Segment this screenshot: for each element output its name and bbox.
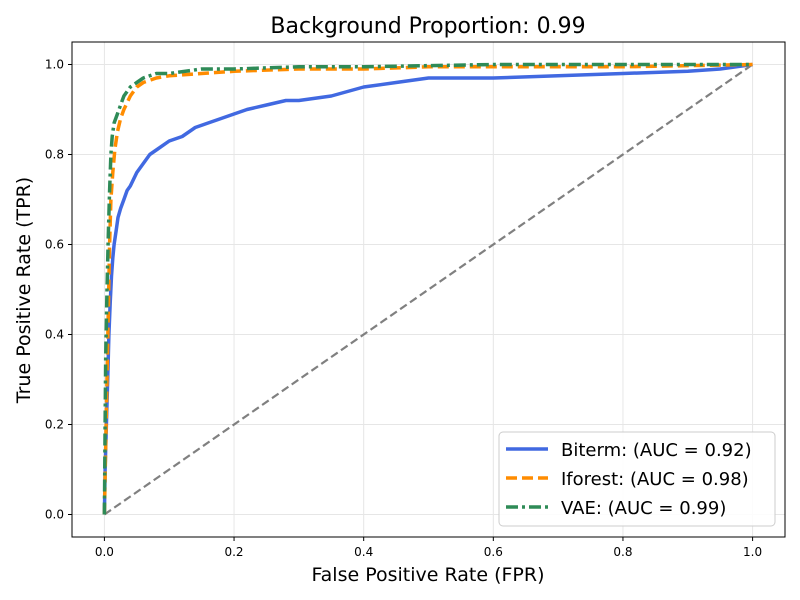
y-tick-label: 1.0 [45,58,64,72]
y-axis-label: True Positive Rate (TPR) [13,177,35,404]
x-tick-label: 0.0 [95,545,114,559]
series-layer [102,62,754,516]
series-line-vae [102,62,753,515]
grid-lines [72,42,785,537]
y-tick-label: 0.6 [45,238,64,252]
x-tick-label: 0.2 [224,545,243,559]
legend-label-iforest: Iforest: (AUC = 0.98) [561,469,749,490]
legend-label-biterm: Biterm: (AUC = 0.92) [561,440,752,461]
x-tick-label: 1.0 [743,545,762,559]
legend-label-vae: VAE: (AUC = 0.99) [561,498,726,519]
plot-frame [71,41,786,538]
chart-title: Background Proportion: 0.99 [270,14,585,39]
y-tick-label: 0.8 [45,148,64,162]
x-axis-label: False Positive Rate (FPR) [311,564,544,586]
x-tick-label: 0.8 [613,545,632,559]
x-tick-label: 0.6 [484,545,503,559]
axis-ticks: 0.0 0.2 0.4 0.6 0.8 1.0 0.0 0.2 0.4 0.6 0.8 1.0 [45,58,762,560]
legend-box [498,431,776,527]
y-tick-label: 0.2 [45,418,64,432]
series-line-biterm [102,62,753,515]
y-tick-label: 0.0 [45,508,64,522]
x-tick-label: 0.4 [354,545,373,559]
y-tick-label: 0.4 [45,328,64,342]
legend: Biterm: (AUC = 0.92) Iforest: (AUC = 0.98… [498,431,776,527]
